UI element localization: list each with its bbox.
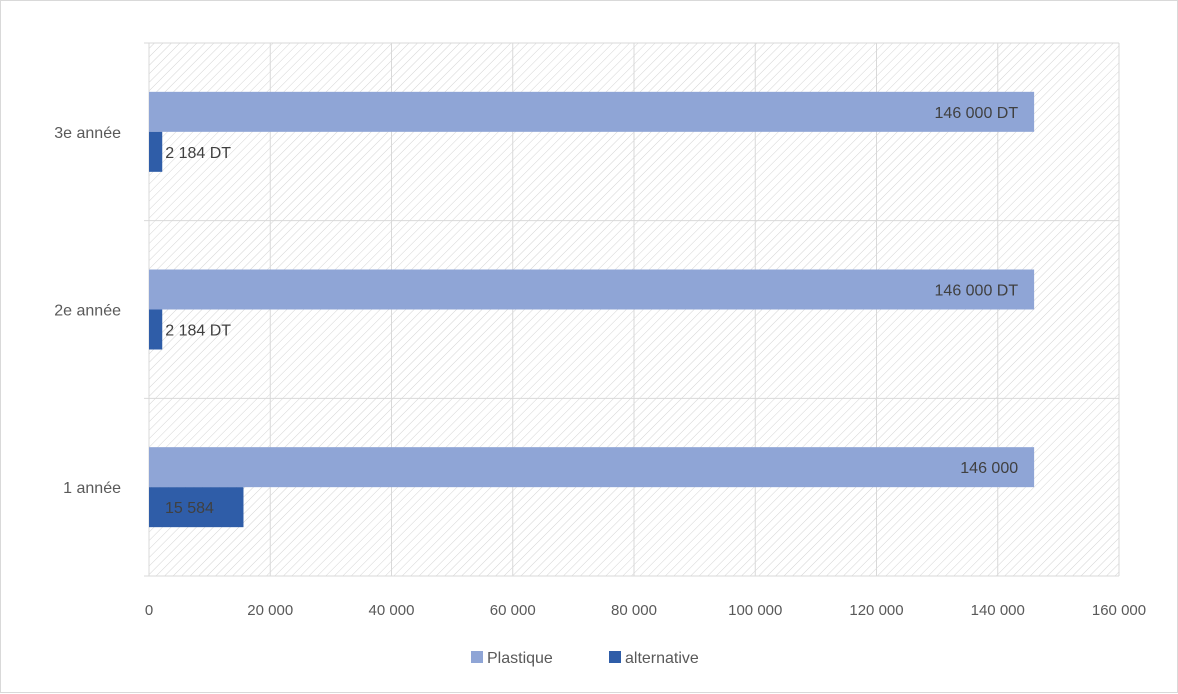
- x-tick-label: 40 000: [369, 602, 415, 619]
- category-label: 3e année: [54, 125, 121, 142]
- category-label: 1 année: [63, 480, 121, 497]
- bar-plastique-2: [149, 447, 1035, 488]
- legend-label: alternative: [625, 650, 699, 667]
- bar-plastique-1: [149, 269, 1035, 310]
- legend-label: Plastique: [487, 650, 553, 667]
- bar-plastique-0: [149, 91, 1035, 132]
- x-tick-label: 60 000: [490, 602, 536, 619]
- x-tick-label: 120 000: [849, 602, 903, 619]
- bars: [149, 91, 1035, 528]
- x-tick-label: 20 000: [247, 602, 293, 619]
- data-labels: 146 000 DT 2 184 DT 146 000 DT 2 184 DT 146 …: [165, 105, 1018, 517]
- data-label: 146 000 DT: [935, 105, 1019, 122]
- legend-swatch: [471, 651, 483, 663]
- x-tick-label: 80 000: [611, 602, 657, 619]
- x-tick-label: 140 000: [971, 602, 1025, 619]
- data-label: 15 584: [165, 500, 214, 517]
- x-tick-label: 160 000: [1092, 602, 1146, 619]
- legend-swatch: [609, 651, 621, 663]
- x-tick-label: 0: [145, 602, 153, 619]
- category-label: 2e année: [54, 303, 121, 320]
- x-tick-labels: 0 20 000 40 000 60 000 80 000 100 000 120 000 1…: [145, 602, 1146, 619]
- bar-alternative-0: [149, 131, 163, 172]
- data-label: 146 000: [960, 460, 1018, 477]
- bar-alternative-2: [149, 487, 244, 528]
- data-label: 146 000 DT: [935, 283, 1019, 300]
- legend: Plastique alternative: [471, 650, 699, 667]
- category-labels: 3e année 2e année 1 année: [54, 125, 121, 497]
- data-label: 2 184 DT: [165, 323, 231, 340]
- x-tick-label: 100 000: [728, 602, 782, 619]
- bar-alternative-1: [149, 309, 163, 350]
- data-label: 2 184 DT: [165, 145, 231, 162]
